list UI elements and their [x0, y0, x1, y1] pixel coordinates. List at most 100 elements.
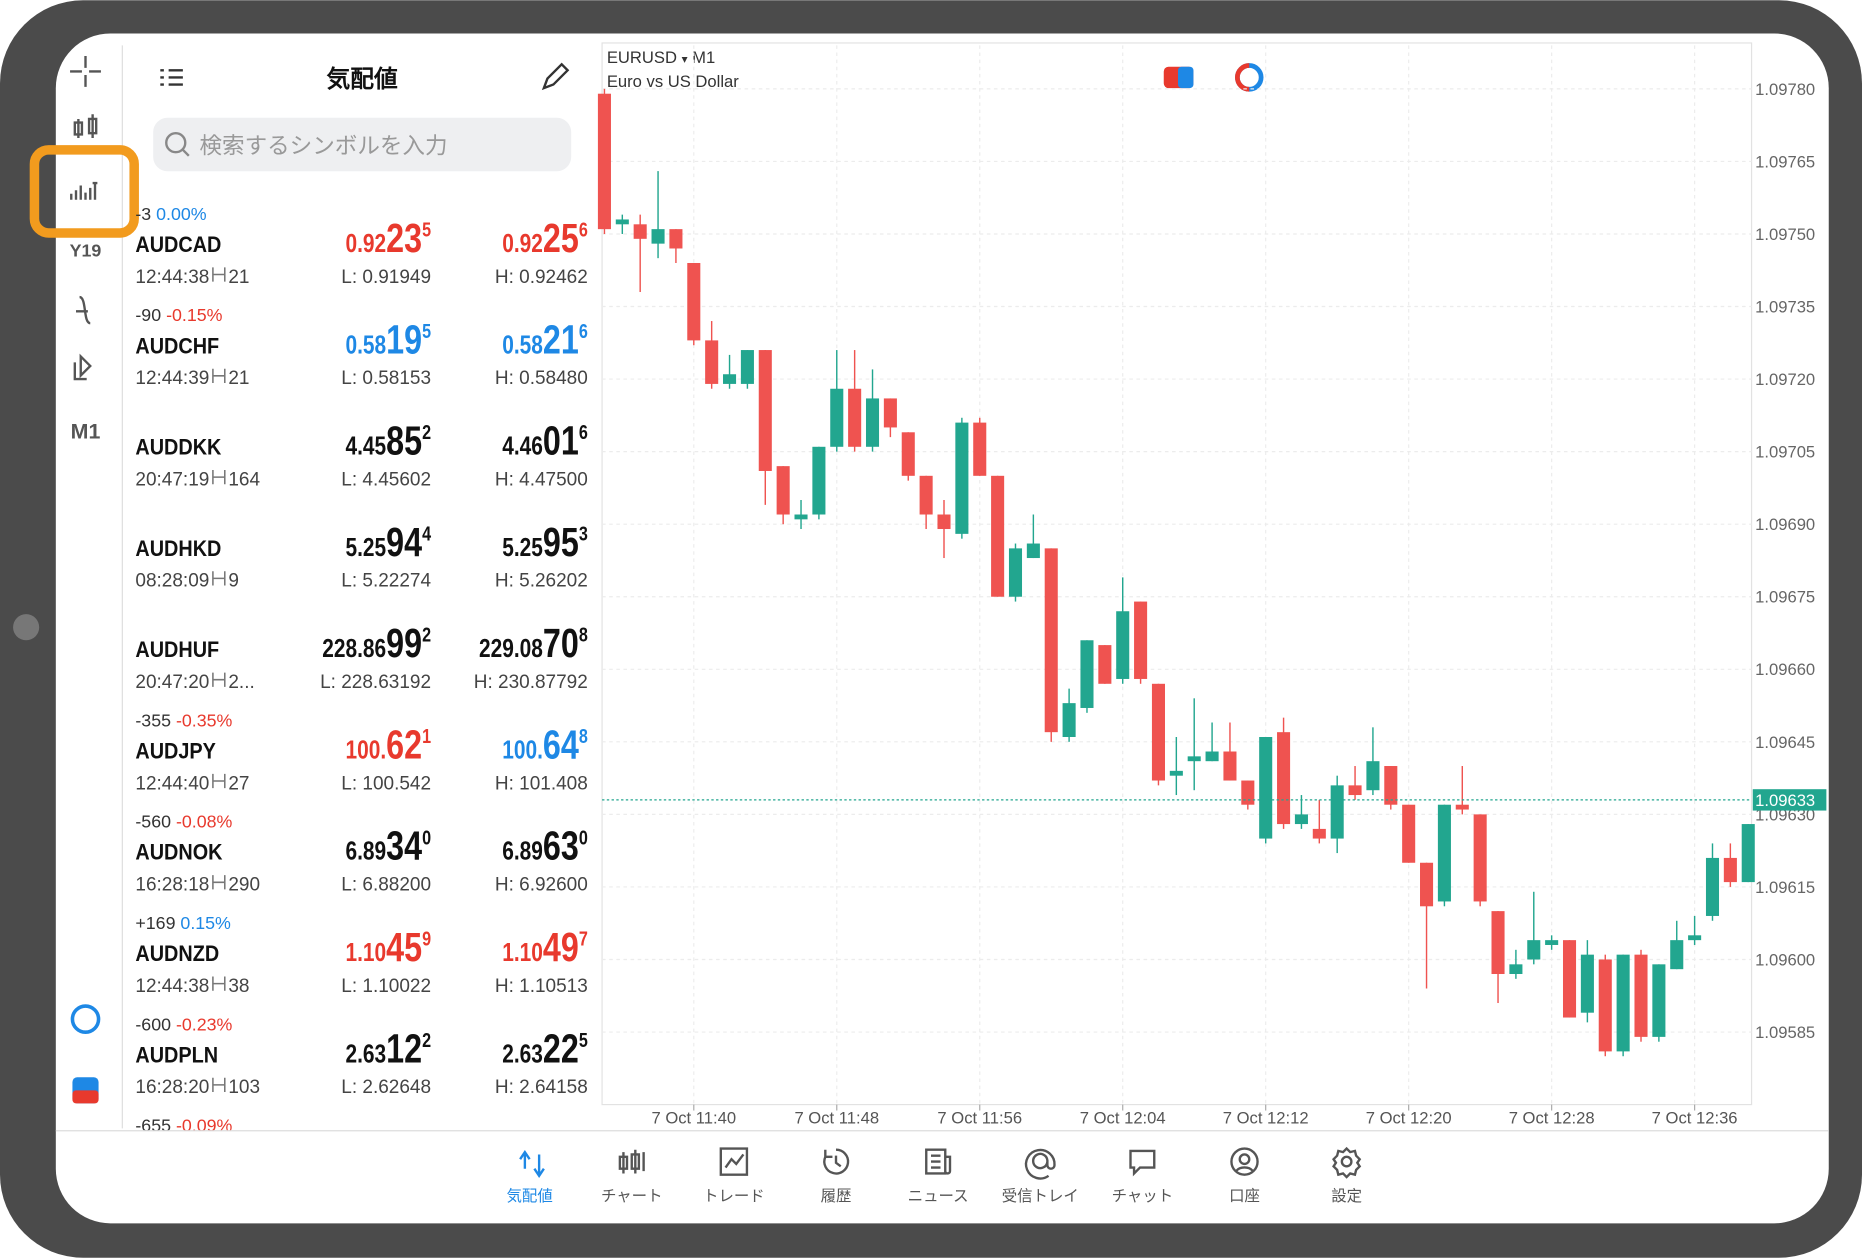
- quote-low: L: 0.58153: [341, 368, 431, 389]
- tab-icon[interactable]: [719, 1147, 749, 1176]
- tab-label[interactable]: チャート: [601, 1188, 663, 1205]
- tab-icon[interactable]: [1332, 1146, 1362, 1179]
- quote-ask: 2.63225: [502, 1026, 588, 1071]
- quote-ask: 4.46016: [502, 418, 588, 463]
- candle-body: [1420, 862, 1434, 907]
- timeframe-button[interactable]: M1: [71, 419, 101, 443]
- candle-body: [830, 388, 844, 447]
- quote-high: H: 4.47500: [495, 469, 588, 490]
- menu-icon[interactable]: [160, 69, 183, 86]
- quote-time: 12:44:38: [135, 976, 209, 997]
- quote-spread: 38: [228, 976, 249, 997]
- change-points: -600: [135, 1014, 171, 1034]
- ask-fraction: 3: [579, 522, 588, 545]
- candle-body: [1134, 601, 1148, 679]
- tab-label[interactable]: 設定: [1331, 1187, 1362, 1205]
- bid-fraction: 0: [422, 826, 431, 849]
- candle-body: [1723, 857, 1737, 883]
- change-points: -560: [135, 812, 171, 832]
- tab-label[interactable]: トレード: [703, 1188, 765, 1205]
- candle-body: [1580, 954, 1594, 1013]
- highlight-box: [29, 145, 139, 238]
- quote-time: 12:44:40: [135, 773, 209, 794]
- bid-prefix: 6.89: [346, 838, 387, 867]
- tab-label[interactable]: チャット: [1112, 1188, 1174, 1205]
- search-box[interactable]: [153, 117, 572, 172]
- candle-body: [740, 350, 754, 384]
- quote-row[interactable]: AUDHUF 20:47:20 2... 228.86992 L: 228.63192 2…: [135, 621, 587, 693]
- tab-icon[interactable]: [519, 1149, 545, 1178]
- candle-body: [1098, 645, 1112, 684]
- ask-pips: 22: [543, 1026, 579, 1071]
- bid-fraction: 5: [422, 319, 431, 342]
- candle-body: [1080, 640, 1094, 708]
- search-icon-handle: [182, 149, 190, 157]
- y-tick-label: 1.09660: [1755, 660, 1815, 679]
- candle-body: [794, 514, 808, 520]
- bid-prefix: 228.86: [322, 635, 386, 664]
- tab-label[interactable]: 口座: [1229, 1187, 1260, 1205]
- spread-icon: [212, 1077, 226, 1093]
- tab-icon[interactable]: [925, 1148, 952, 1175]
- ask-fraction: 8: [579, 623, 588, 646]
- quote-low: L: 5.22274: [341, 571, 431, 592]
- bid-prefix: 0.92: [346, 230, 387, 259]
- bid-prefix: 5.25: [346, 534, 387, 563]
- ask-prefix: 1.10: [502, 939, 543, 968]
- quote-row[interactable]: AUDDKK 20:47:19 164 4.45852 L: 4.45602 4.4601…: [135, 418, 587, 490]
- tab-label[interactable]: ニュース: [908, 1188, 969, 1205]
- tab-icon[interactable]: [1129, 1149, 1156, 1177]
- candle-body: [723, 374, 737, 384]
- rail-icons: [70, 56, 101, 381]
- candle-body: [1455, 804, 1469, 810]
- candle-body: [1223, 751, 1237, 781]
- candle-body: [1062, 703, 1076, 738]
- chart: 1.09780 1.09765 1.09750 1.09735 1.09720 1.097…: [597, 45, 1827, 1128]
- quote-change: +169 0.15%: [135, 913, 231, 933]
- x-tick-label: 7 Oct 12:12: [1223, 1109, 1309, 1128]
- change-points: +169: [135, 913, 175, 933]
- ask-fraction: 5: [579, 1028, 588, 1051]
- quote-ask: 1.10497: [502, 925, 588, 970]
- y-tick-label: 1.09765: [1755, 152, 1815, 171]
- ask-prefix: 4.46: [502, 432, 543, 461]
- y-tick-label: 1.09645: [1755, 733, 1815, 752]
- y-tick-label: 1.09780: [1755, 80, 1815, 99]
- chart-symbol-line: EURUSD ▾ M1: [607, 48, 715, 67]
- tab-icon[interactable]: [823, 1148, 850, 1175]
- candle-body: [669, 229, 683, 249]
- quote-low: L: 2.62648: [341, 1077, 431, 1098]
- quote-time: 08:28:09: [135, 571, 209, 592]
- tab-label[interactable]: 受信トレイ: [1002, 1187, 1079, 1205]
- quote-bid: 1.10459: [346, 925, 432, 970]
- tab-icon[interactable]: [1024, 1148, 1056, 1180]
- candle-body: [1312, 828, 1326, 839]
- quote-row[interactable]: -655 -0.09%: [135, 1116, 232, 1136]
- edit-icon[interactable]: [541, 62, 570, 91]
- tab-icon[interactable]: [618, 1149, 645, 1174]
- candle-body: [1384, 766, 1398, 805]
- quote-high: H: 101.408: [495, 773, 588, 794]
- search-placeholder: 検索するシンボルを入力: [200, 133, 448, 158]
- tab-label[interactable]: 履歴: [821, 1188, 852, 1205]
- quote-ask: 100.648: [502, 722, 588, 767]
- quote-change: -355 -0.35%: [135, 710, 232, 730]
- symbol-arrow[interactable]: ▾: [682, 52, 688, 66]
- signals-icon[interactable]: [70, 1004, 101, 1034]
- spread-icon: [212, 875, 226, 890]
- bid-pips: 99: [386, 621, 422, 666]
- bid-prefix: 1.10: [346, 939, 387, 968]
- tab-label[interactable]: 気配値: [506, 1187, 552, 1205]
- ask-prefix: 229.08: [479, 635, 543, 664]
- tab-icon[interactable]: [1230, 1147, 1259, 1176]
- change-percent: -0.08%: [176, 812, 233, 832]
- quote-high: H: 2.64158: [495, 1077, 588, 1098]
